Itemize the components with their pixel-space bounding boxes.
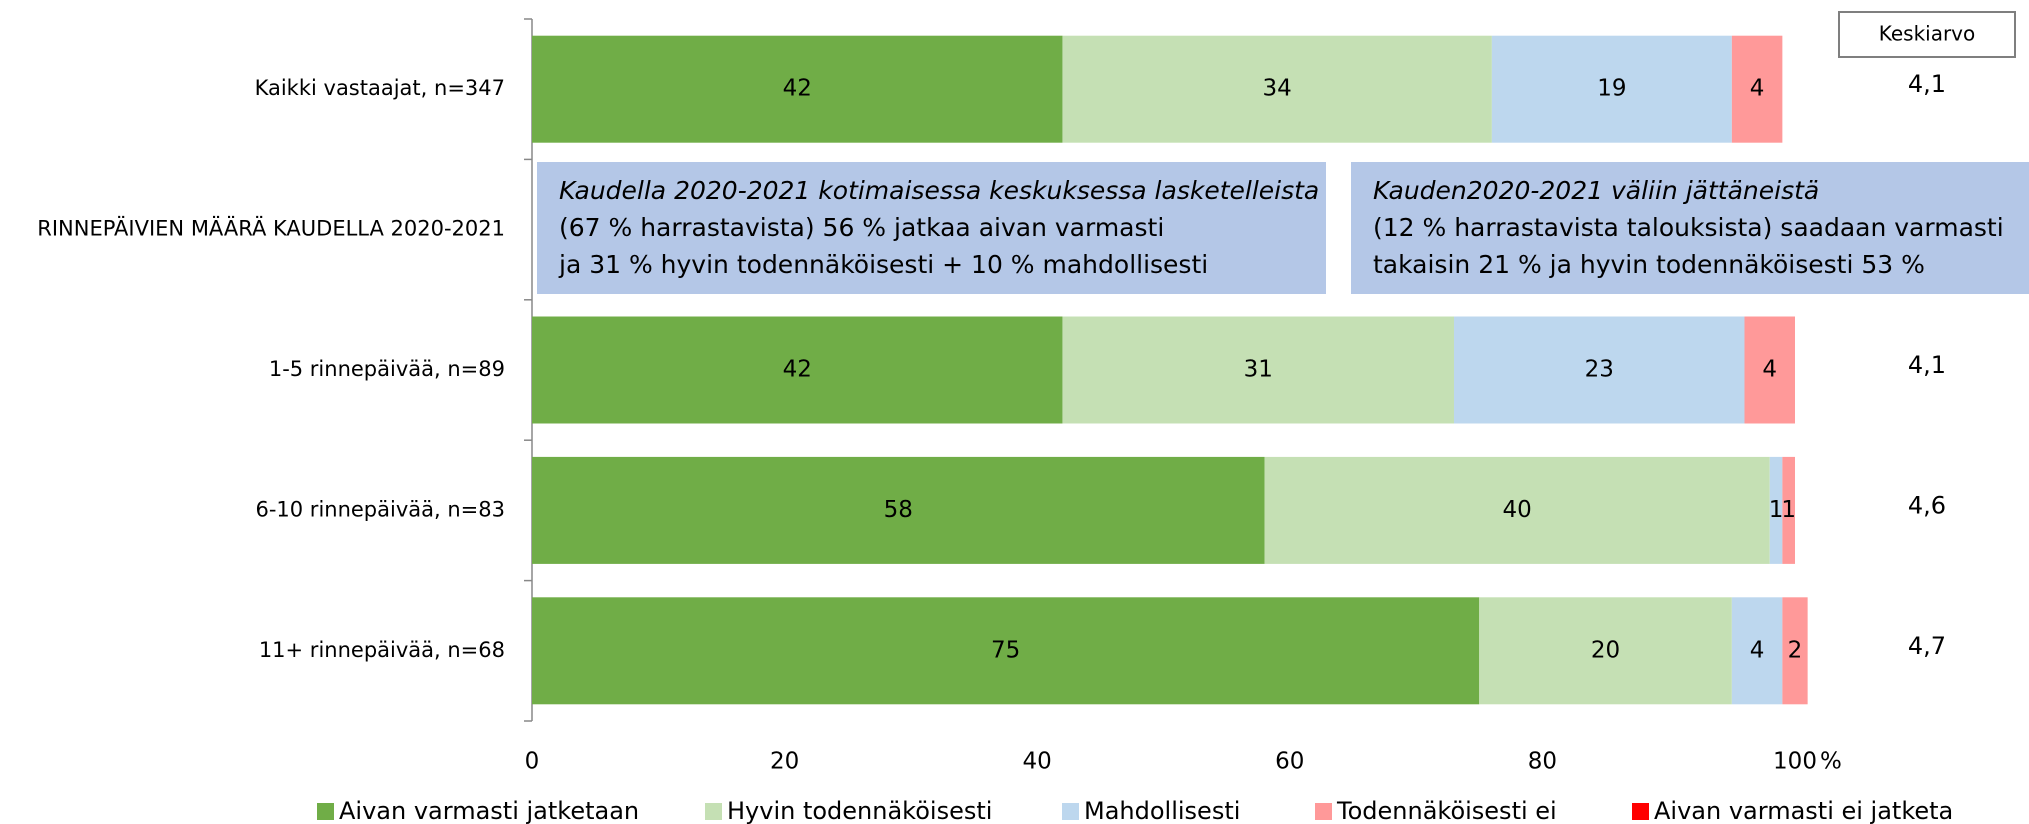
data-label: 23 xyxy=(1585,357,1614,383)
bar-segment xyxy=(1062,35,1492,143)
bar-segment xyxy=(1769,456,1783,564)
bar-segment xyxy=(1731,35,1783,143)
category-label: RINNEPÄIVIEN MÄÄRÄ KAUDELLA 2020-2021 xyxy=(37,216,505,241)
category-label: 6-10 rinnepäivää, n=83 xyxy=(255,497,505,521)
bar-segment xyxy=(1782,456,1795,564)
data-label: 42 xyxy=(783,357,812,383)
legend-swatch xyxy=(1632,803,1649,820)
data-label: 20 xyxy=(1591,637,1620,663)
annotation-text: (12 % harrastavista talouksista) saadaan… xyxy=(1373,213,2004,242)
legend-swatch xyxy=(705,803,722,820)
category-label: Kaikki vastaajat, n=347 xyxy=(255,76,505,100)
category-label: 1-5 rinnepäivää, n=89 xyxy=(269,357,505,381)
x-tick-label: 100 xyxy=(1773,749,1817,775)
average-value: 4,1 xyxy=(1908,351,1946,379)
legend-label: Todennäköisesti ei xyxy=(1336,797,1557,824)
data-label: 4 xyxy=(1762,357,1777,383)
bar-segment xyxy=(532,456,1265,564)
legend-swatch xyxy=(1315,803,1332,820)
average-header: Keskiarvo xyxy=(1879,22,1976,46)
annotation-text: Kauden2020-2021 väliin jättäneistä xyxy=(1373,176,1819,205)
data-label: 19 xyxy=(1597,76,1626,102)
data-label: 1 xyxy=(1781,497,1796,523)
legend-swatch xyxy=(1062,803,1079,820)
legend-label: Aivan varmasti jatketaan xyxy=(339,797,639,824)
data-label: 40 xyxy=(1502,497,1531,523)
bar-segment xyxy=(1479,597,1732,705)
data-label: 58 xyxy=(884,497,913,523)
annotation-text: takaisin 21 % ja hyvin todennäköisesti 5… xyxy=(1373,250,1925,279)
bar-segment xyxy=(532,316,1063,424)
data-label: 31 xyxy=(1244,357,1273,383)
annotation-text: (67 % harrastavista) 56 % jatkaa aivan v… xyxy=(559,213,1164,242)
legend-label: Aivan varmasti ei jatketa xyxy=(1654,797,1953,824)
bar-segment xyxy=(532,35,1063,143)
bar-segment xyxy=(1744,316,1795,424)
bar-segment xyxy=(1782,597,1808,705)
x-tick-label: 80 xyxy=(1528,749,1557,775)
average-header-box xyxy=(1838,11,2016,58)
data-label: 75 xyxy=(991,637,1020,663)
legend-label: Mahdollisesti xyxy=(1084,797,1240,824)
bar-segment xyxy=(1062,316,1454,424)
bar-segment xyxy=(1491,35,1732,143)
annotation-text: ja 31 % hyvin todennäköisesti + 10 % mah… xyxy=(558,250,1208,279)
annotation-box xyxy=(1351,162,2029,294)
x-unit: % xyxy=(1820,749,1842,775)
average-value: 4,6 xyxy=(1908,491,1946,519)
annotation-box xyxy=(537,162,1326,294)
x-tick-label: 0 xyxy=(525,749,540,775)
data-label: 2 xyxy=(1788,637,1803,663)
bar-segment xyxy=(532,597,1480,705)
data-label: 4 xyxy=(1750,637,1765,663)
x-tick-label: 20 xyxy=(770,749,799,775)
average-value: 4,1 xyxy=(1908,70,1946,98)
x-tick-label: 40 xyxy=(1023,749,1052,775)
data-label: 42 xyxy=(783,76,812,102)
legend-swatch xyxy=(317,803,334,820)
annotation-text: Kaudella 2020-2021 kotimaisessa keskukse… xyxy=(559,176,1319,205)
data-label: 1 xyxy=(1769,497,1784,523)
bar-segment xyxy=(1264,456,1770,564)
data-label: 34 xyxy=(1263,76,1292,102)
bar-segment xyxy=(1453,316,1745,424)
bar-segment xyxy=(1731,597,1783,705)
x-tick-label: 60 xyxy=(1275,749,1304,775)
legend-label: Hyvin todennäköisesti xyxy=(727,797,992,824)
category-label: 11+ rinnepäivää, n=68 xyxy=(259,638,505,662)
average-value: 4,7 xyxy=(1908,632,1946,660)
data-label: 4 xyxy=(1750,76,1765,102)
